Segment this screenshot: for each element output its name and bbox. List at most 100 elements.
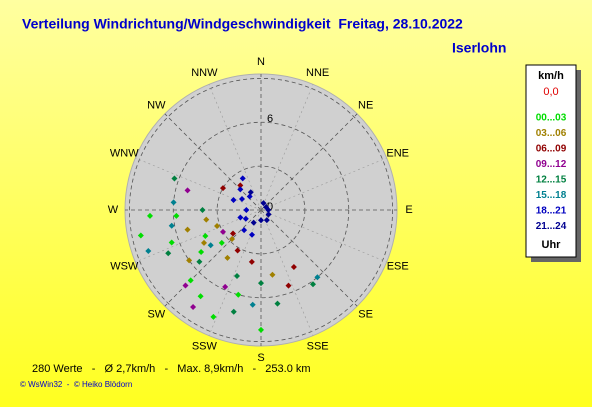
- point: [239, 196, 246, 203]
- point: [190, 304, 197, 311]
- point: [258, 280, 264, 287]
- direction-label: NNE: [306, 67, 329, 79]
- spoke: [260, 209, 358, 307]
- direction-label: ESE: [387, 261, 409, 273]
- point: [207, 242, 214, 249]
- point: [241, 227, 248, 234]
- point: [310, 281, 317, 288]
- point: [201, 239, 208, 246]
- point: [210, 313, 217, 320]
- point: [220, 228, 227, 235]
- point: [246, 193, 253, 200]
- point: [171, 175, 178, 182]
- point: [237, 214, 244, 221]
- point: [187, 277, 194, 284]
- legend-entry: 06...09: [536, 144, 567, 155]
- point: [239, 175, 246, 182]
- direction-label: NW: [147, 99, 166, 111]
- point: [229, 230, 236, 237]
- point: [285, 282, 292, 289]
- point: [260, 200, 267, 207]
- point: [137, 232, 144, 239]
- legend-entry: 03...06: [536, 128, 567, 139]
- point: [173, 212, 180, 219]
- footer: 280 Werte - Ø 2,7km/h - Max. 8,9km/h - 2…: [32, 363, 311, 375]
- legend-entry: 09...12: [536, 159, 567, 170]
- spoke: [164, 209, 262, 307]
- point: [235, 291, 242, 298]
- legend-title: km/h: [538, 70, 564, 82]
- point: [168, 239, 175, 246]
- point: [198, 248, 205, 255]
- point: [265, 207, 272, 213]
- legend-entry: 15...18: [536, 190, 567, 201]
- point: [197, 293, 204, 300]
- point: [220, 185, 227, 192]
- legend-entry: 12...15: [536, 175, 567, 186]
- point: [182, 282, 189, 289]
- point: [258, 326, 264, 333]
- direction-label: W: [108, 204, 119, 216]
- direction-label: WSW: [110, 261, 139, 273]
- legend: [525, 64, 577, 258]
- point: [314, 274, 321, 281]
- point: [269, 271, 276, 278]
- calm: 0,0: [543, 86, 558, 98]
- point: [274, 300, 281, 307]
- point: [186, 257, 193, 264]
- r-tick-label: 6: [267, 113, 273, 125]
- point: [196, 258, 203, 265]
- direction-label: SSW: [192, 341, 218, 353]
- legend-entry: 18...21: [536, 206, 567, 217]
- r-tick-label: 0: [267, 201, 273, 213]
- chart-title: Verteilung Windrichtung/Windgeschwindigk…: [22, 16, 463, 32]
- direction-label: SW: [147, 309, 165, 321]
- point: [229, 235, 236, 242]
- legend-entry: 00...03: [536, 113, 567, 124]
- point: [230, 196, 237, 203]
- point: [248, 258, 255, 265]
- point: [233, 272, 240, 279]
- point: [258, 217, 264, 224]
- point: [145, 248, 152, 255]
- direction-label: SSE: [307, 341, 329, 353]
- point: [237, 186, 244, 193]
- spoke: [260, 113, 358, 211]
- point: [237, 182, 244, 189]
- point: [263, 217, 270, 224]
- point: [214, 223, 221, 230]
- direction-label: N: [257, 56, 265, 68]
- point: [218, 239, 225, 246]
- direction-label: WNW: [110, 147, 139, 159]
- point: [165, 250, 172, 257]
- point: [170, 199, 177, 206]
- legend-entry: 21...24: [536, 221, 567, 232]
- direction-label: NE: [358, 99, 373, 111]
- direction-label: S: [257, 352, 264, 364]
- point: [147, 212, 154, 219]
- point: [248, 231, 255, 238]
- point: [242, 215, 249, 222]
- point: [203, 216, 210, 223]
- point: [222, 283, 229, 290]
- point: [249, 301, 256, 308]
- point: [184, 187, 191, 194]
- point: [168, 222, 175, 229]
- point: [250, 219, 257, 226]
- point: [224, 254, 231, 261]
- direction-label: SE: [358, 309, 373, 321]
- point: [230, 308, 237, 315]
- direction-label: NNW: [191, 67, 218, 79]
- credit: © WsWin32 - © Heiko Blödorn: [20, 380, 132, 389]
- direction-label: ENE: [386, 147, 409, 159]
- legend-footer: Uhr: [542, 239, 562, 251]
- ring: [128, 77, 394, 343]
- point: [243, 207, 250, 213]
- point: [202, 232, 209, 239]
- point: [184, 226, 191, 233]
- point: [199, 207, 206, 213]
- point: [290, 263, 297, 270]
- spoke: [164, 113, 262, 211]
- point: [265, 211, 272, 218]
